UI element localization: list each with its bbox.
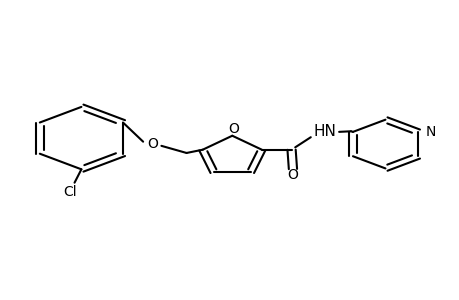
Text: O: O: [146, 137, 157, 151]
Text: O: O: [287, 168, 298, 182]
Text: N: N: [425, 125, 435, 139]
Text: Cl: Cl: [63, 184, 77, 199]
Text: O: O: [228, 122, 239, 136]
Text: HN: HN: [313, 124, 335, 140]
